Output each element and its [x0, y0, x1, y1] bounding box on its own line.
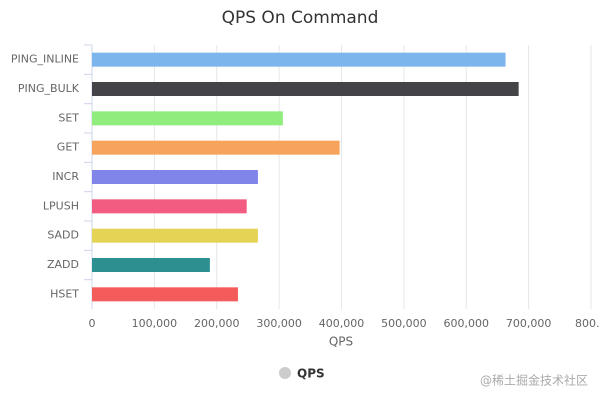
chart-title: QPS On Command	[222, 8, 379, 28]
y-tick-label: LPUSH	[43, 199, 79, 212]
bar	[92, 111, 283, 126]
x-tick-label: 0	[89, 317, 96, 330]
bar	[92, 52, 506, 67]
watermark: @稀土掘金技术社区	[480, 373, 588, 388]
x-tick-label: 600,000	[444, 317, 490, 330]
x-tick-label: 700,000	[506, 317, 552, 330]
y-tick-label: INCR	[52, 170, 79, 183]
bar	[92, 258, 210, 272]
legend-label: QPS	[297, 367, 325, 381]
x-tick-label: 100,000	[132, 317, 178, 330]
y-tick-label: HSET	[50, 287, 79, 300]
bar	[92, 170, 258, 184]
y-tick-label: PING_INLINE	[11, 53, 79, 66]
y-tick-label: PING_BULK	[18, 82, 80, 95]
x-tick-label: 300,000	[256, 317, 302, 330]
x-tick-label: 500,000	[381, 317, 427, 330]
x-tick-label: 800…	[575, 317, 600, 330]
bar	[92, 140, 340, 155]
x-tick-label: 200,000	[194, 317, 240, 330]
x-axis-label: QPS	[329, 335, 353, 349]
legend-marker	[279, 367, 291, 379]
bar	[92, 228, 258, 243]
bar	[92, 199, 247, 214]
x-tick-label: 400,000	[319, 317, 365, 330]
y-tick-label: SADD	[47, 229, 79, 242]
y-tick-label: SET	[58, 111, 79, 124]
bar	[92, 287, 238, 302]
y-tick-label: GET	[57, 141, 79, 154]
y-tick-label: ZADD	[47, 258, 79, 271]
bar	[92, 82, 519, 96]
